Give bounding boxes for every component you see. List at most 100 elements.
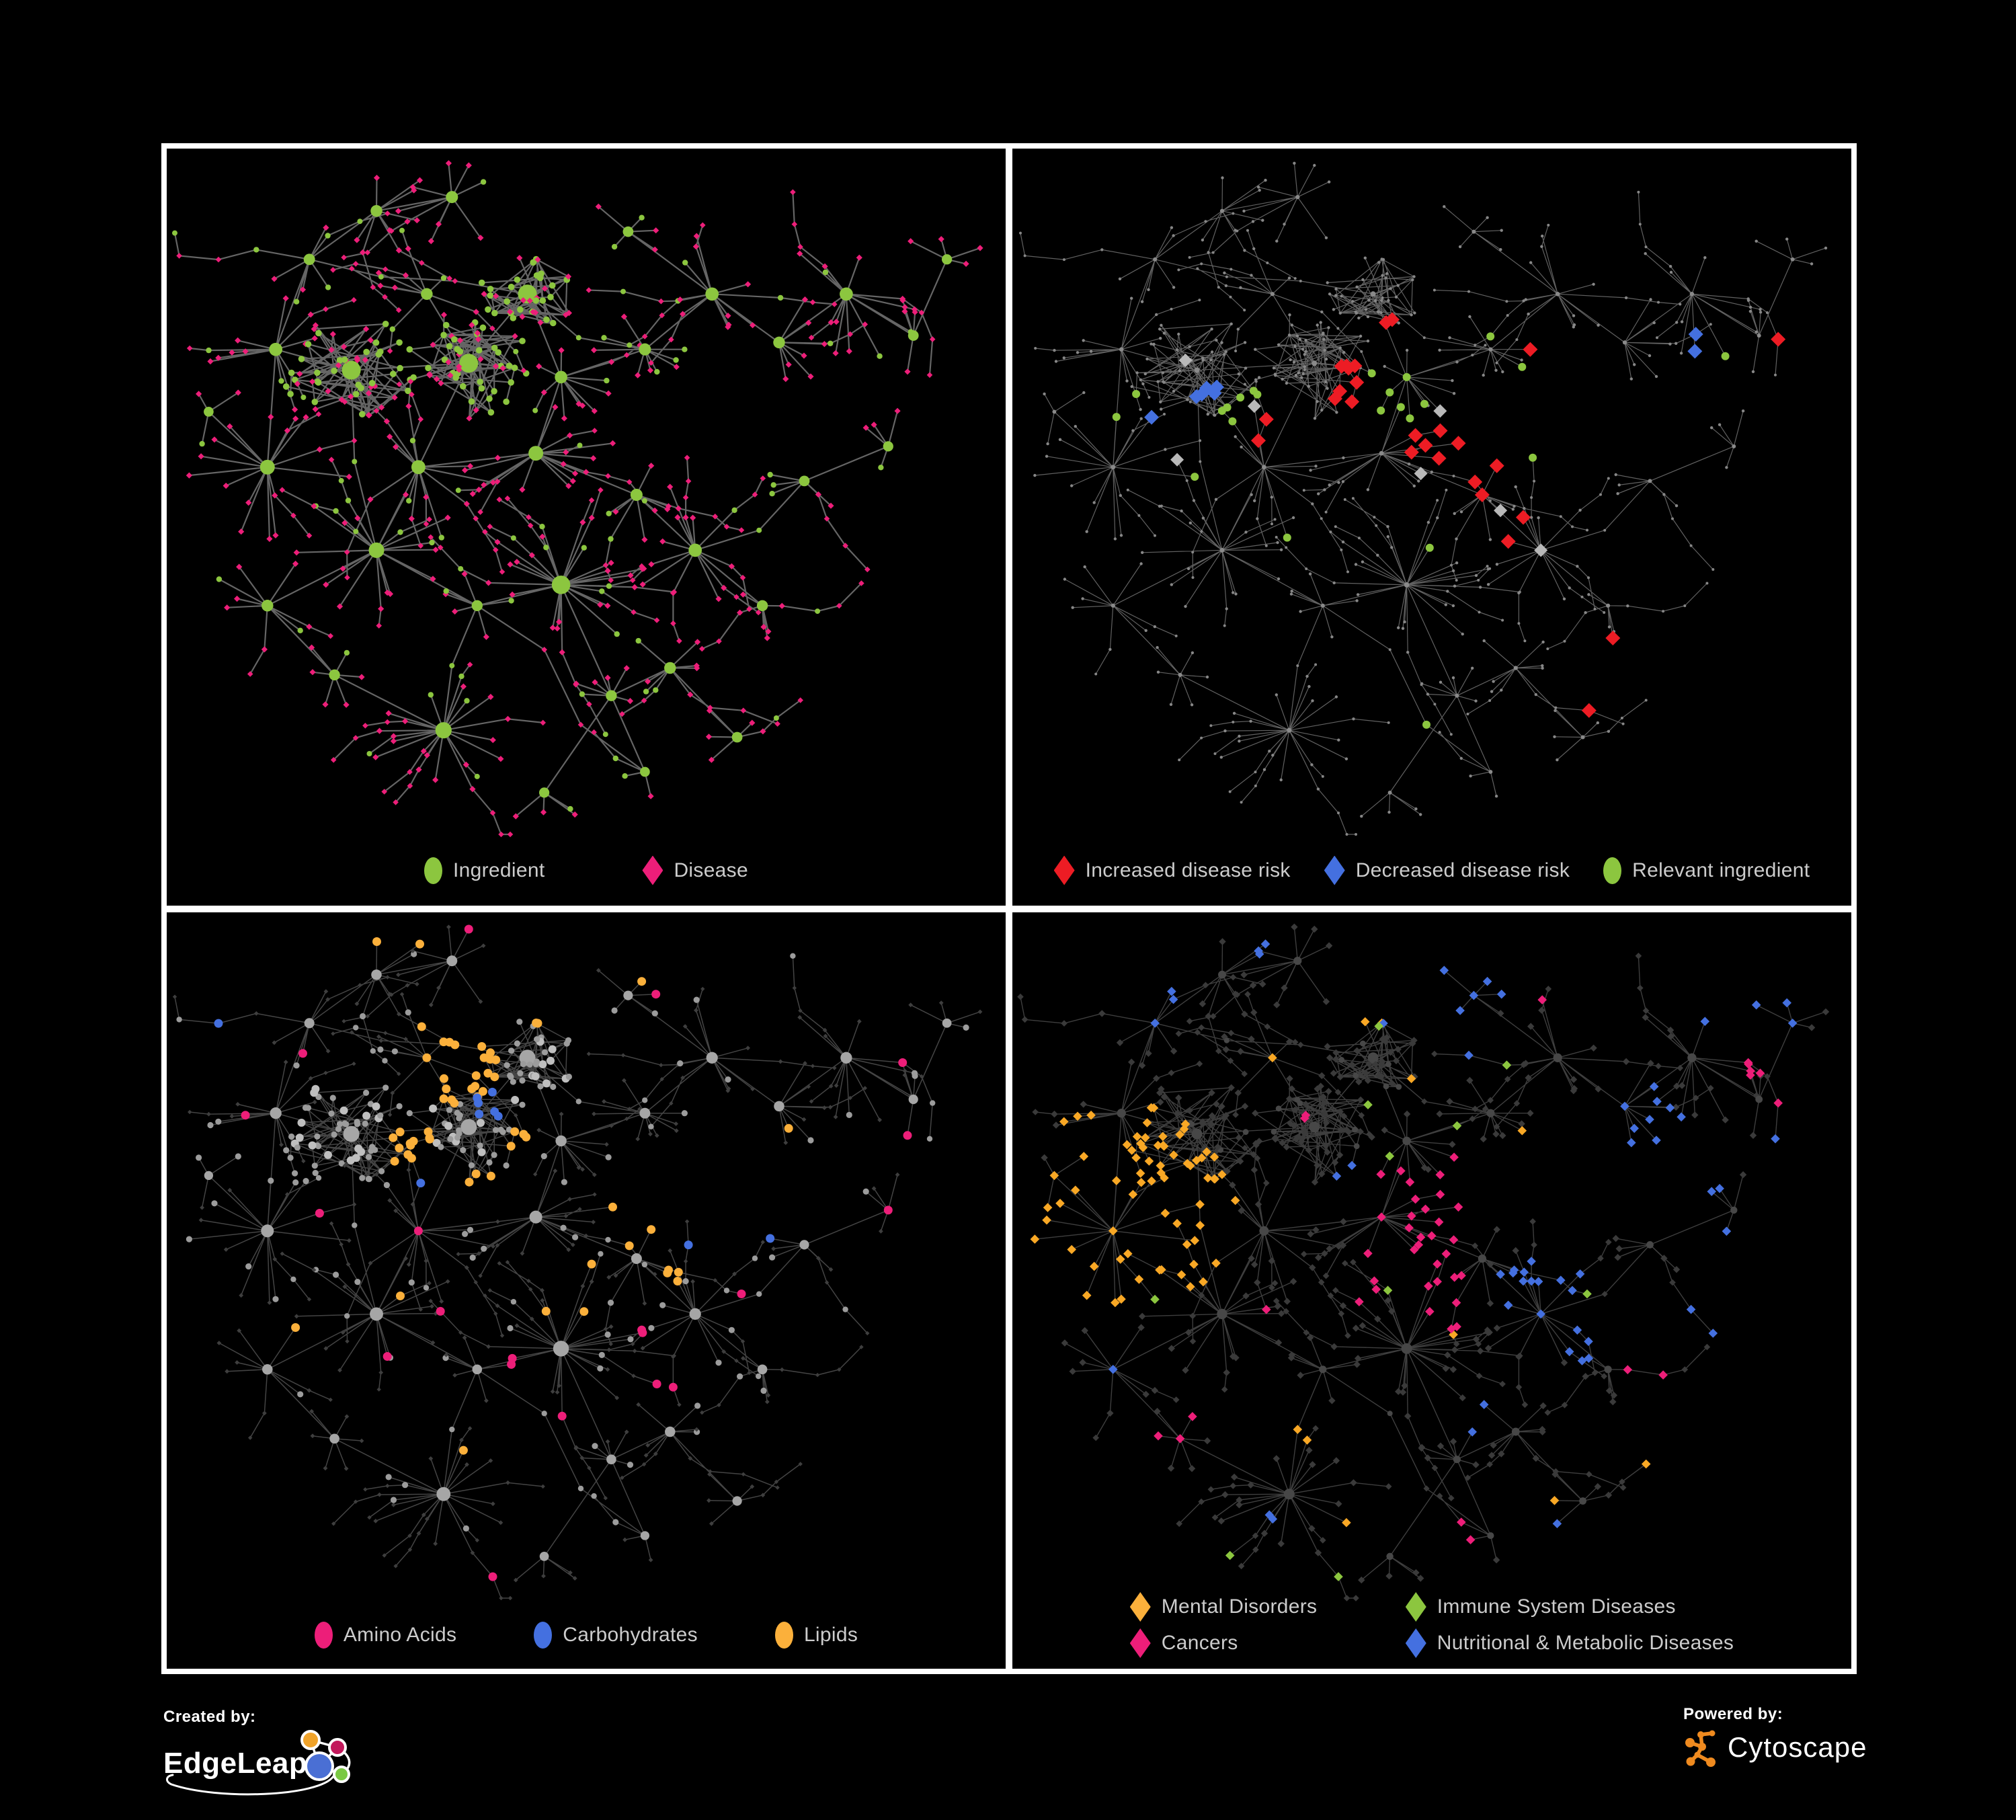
- graph-node: [290, 512, 296, 519]
- graph-node: [608, 358, 615, 365]
- graph-node-highlight: [1787, 1018, 1798, 1028]
- graph-node: [200, 1205, 204, 1210]
- graph-node: [309, 379, 316, 385]
- graph-node: [809, 299, 816, 305]
- graph-node: [604, 674, 611, 681]
- graph-node: [1458, 245, 1462, 249]
- graph-node: [1547, 223, 1550, 227]
- graph-node: [355, 381, 362, 389]
- graph-node: [1170, 307, 1173, 311]
- graph-node: [1287, 727, 1292, 733]
- graph-node: [1601, 1290, 1608, 1297]
- graph-node: [977, 245, 983, 251]
- graph-node: [1471, 354, 1474, 357]
- graph-node: [428, 534, 434, 541]
- graph-node: [1275, 693, 1278, 697]
- graph-node: [782, 376, 789, 383]
- graph-node: [445, 359, 452, 366]
- graph-node: [1313, 417, 1317, 420]
- graph-node: [517, 1070, 524, 1076]
- graph-node-highlight: [1342, 1517, 1351, 1527]
- graph-node: [941, 254, 953, 265]
- graph-node: [1354, 1354, 1362, 1362]
- graph-node: [1605, 1491, 1613, 1499]
- graph-node: [487, 286, 494, 292]
- graph-node: [1023, 254, 1026, 258]
- graph-node-highlight: [425, 1134, 434, 1144]
- graph-node: [1417, 1574, 1424, 1582]
- graph-node-highlight: [1377, 1212, 1386, 1222]
- graph-node: [577, 721, 584, 728]
- graph-node: [517, 306, 524, 313]
- graph-node: [381, 789, 387, 795]
- graph-node: [572, 1575, 577, 1581]
- graph-node: [1196, 1060, 1203, 1067]
- graph-node: [1297, 1041, 1304, 1048]
- graph-node: [1594, 1482, 1601, 1490]
- graph-node: [1439, 680, 1443, 684]
- graph-node: [385, 1483, 390, 1488]
- graph-node: [764, 635, 770, 641]
- graph-node: [495, 1242, 500, 1248]
- graph-node: [1390, 546, 1394, 549]
- graph-node: [1177, 332, 1180, 336]
- graph-node-highlight: [638, 1328, 647, 1337]
- graph-node: [1254, 784, 1257, 787]
- graph-node-highlight: [1254, 949, 1264, 959]
- disease-node-icon: [642, 855, 663, 885]
- graph-node: [626, 479, 633, 485]
- graph-node: [1153, 257, 1158, 262]
- graph-node: [540, 1152, 547, 1159]
- graph-node: [432, 777, 439, 783]
- graph-node-highlight: [883, 1205, 893, 1214]
- graph-node: [1098, 1009, 1106, 1017]
- graph-node: [1539, 1402, 1547, 1409]
- graph-node: [493, 292, 499, 299]
- graph-node: [314, 369, 321, 377]
- graph-node: [801, 1117, 807, 1121]
- graph-node: [1730, 1206, 1738, 1214]
- graph-node: [1486, 1299, 1494, 1307]
- graph-node-highlight: [465, 1177, 474, 1187]
- graph-node-highlight: [458, 1446, 468, 1455]
- graph-node: [559, 649, 565, 656]
- graph-node-highlight: [493, 1111, 503, 1121]
- graph-node: [290, 1276, 296, 1282]
- graph-node: [1254, 348, 1257, 351]
- graph-node: [1232, 591, 1235, 594]
- graph-node: [396, 339, 403, 346]
- graph-node-highlight: [471, 1169, 481, 1178]
- graph-node: [1438, 731, 1441, 734]
- graph-node: [1624, 296, 1628, 300]
- graph-node: [1298, 338, 1301, 341]
- graph-node: [1251, 1261, 1258, 1268]
- graph-node: [577, 1485, 584, 1491]
- graph-node: [537, 319, 544, 326]
- graph-node: [1140, 300, 1144, 303]
- graph-node: [1200, 1144, 1208, 1152]
- graph-node-highlight: [1059, 1117, 1069, 1126]
- graph-node: [1270, 496, 1273, 499]
- graph-node: [540, 1484, 545, 1489]
- graph-node: [297, 1390, 304, 1397]
- graph-node: [370, 1306, 383, 1320]
- graph-node: [262, 1411, 267, 1415]
- graph-node: [487, 523, 493, 530]
- graph-node: [478, 279, 485, 286]
- graph-node: [1490, 690, 1494, 693]
- graph-node: [298, 356, 305, 362]
- graph-node: [1437, 1442, 1445, 1450]
- graph-node: [733, 594, 739, 600]
- graph-node: [475, 486, 482, 493]
- graph-node: [1707, 1084, 1714, 1091]
- graph-node: [590, 455, 597, 462]
- graph-node: [1703, 1343, 1711, 1350]
- graph-node: [1017, 993, 1024, 1000]
- graph-node: [1680, 320, 1684, 323]
- graph-node: [1160, 1093, 1168, 1101]
- graph-node: [1515, 1353, 1523, 1360]
- graph-node: [1404, 1412, 1412, 1419]
- graph-node: [542, 1078, 551, 1087]
- graph-node: [624, 352, 630, 358]
- graph-node: [269, 342, 283, 356]
